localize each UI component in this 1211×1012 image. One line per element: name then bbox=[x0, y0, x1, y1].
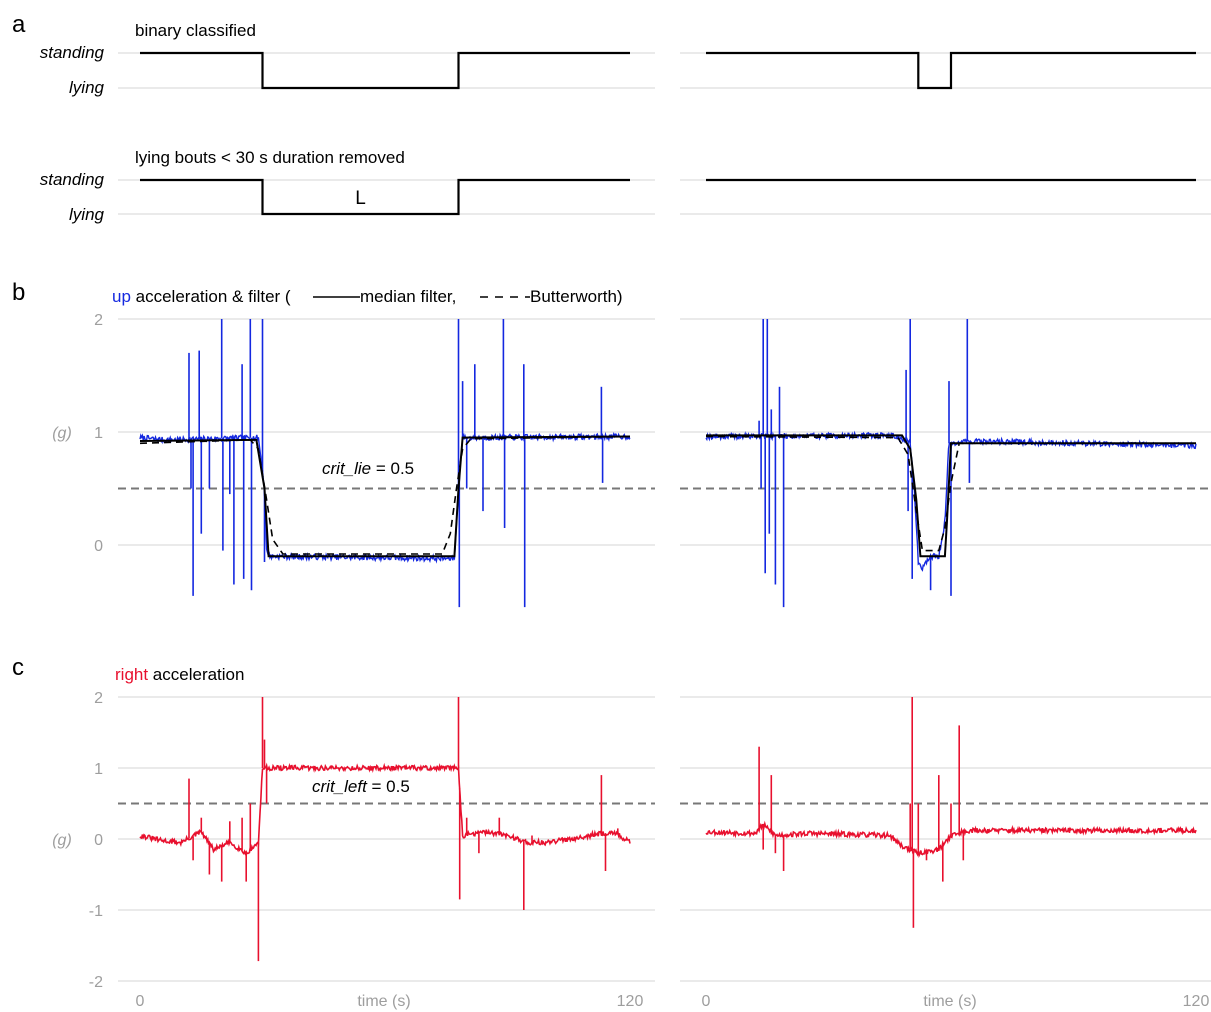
y-tick-label: -1 bbox=[89, 903, 103, 920]
panel-c-title: right acceleration bbox=[115, 665, 244, 684]
plot-layer: L 0 1 2 -2 -1 0 1 2 bbox=[89, 51, 1211, 991]
panel-a-title-binary: binary classified bbox=[135, 21, 256, 40]
y-tick-label: 2 bbox=[94, 312, 103, 329]
threshold-value-left: = 0.5 bbox=[367, 777, 410, 796]
state-label-standing-bottom: standing bbox=[40, 170, 105, 189]
y-tick-label: 0 bbox=[94, 538, 103, 555]
up-acceleration-spikes bbox=[758, 319, 971, 608]
x-tick-right-start: 0 bbox=[702, 993, 711, 1010]
median-filter-line bbox=[139, 435, 631, 558]
up-acceleration-spikes bbox=[188, 319, 604, 608]
panel-c-unit: (g) bbox=[52, 832, 72, 849]
state-label-standing-top: standing bbox=[40, 43, 105, 62]
chart-c-right bbox=[680, 696, 1211, 982]
panel-letter-b: b bbox=[12, 279, 25, 306]
classification-line bbox=[140, 51, 630, 90]
legend-butterworth-label: Butterworth) bbox=[530, 287, 623, 306]
legend-median-label: median filter, bbox=[360, 287, 456, 306]
classification-line bbox=[706, 51, 1196, 90]
median-filter-line bbox=[706, 434, 1196, 558]
y-tick-label: 1 bbox=[94, 761, 103, 778]
panel-b-title: up acceleration & filter ( bbox=[112, 287, 291, 306]
chart-a-right-top bbox=[680, 51, 1211, 90]
threshold-value-lie: = 0.5 bbox=[371, 459, 414, 478]
chart-a-right-bottom bbox=[680, 178, 1211, 215]
panel-b-title-rest: acceleration & filter ( bbox=[131, 287, 291, 306]
panel-a-title-removed: lying bouts < 30 s duration removed bbox=[135, 148, 405, 167]
state-label-lying-top: lying bbox=[69, 78, 105, 97]
chart-b-right bbox=[680, 318, 1211, 608]
x-tick-left-end: 120 bbox=[617, 993, 644, 1010]
chart-a-left-bottom: L bbox=[118, 178, 655, 216]
state-label-lying-bottom: lying bbox=[69, 205, 105, 224]
y-tick-label: 0 bbox=[94, 832, 103, 849]
y-tick-label: -2 bbox=[89, 974, 103, 991]
panel-c-title-right: right bbox=[115, 665, 148, 684]
panel-letter-a: a bbox=[12, 11, 26, 38]
x-tick-left-start: 0 bbox=[136, 993, 145, 1010]
chart-b-left: 0 1 2 bbox=[94, 312, 655, 608]
threshold-name-crit-lie: crit_lie bbox=[322, 459, 371, 478]
chart-a-left-top bbox=[118, 51, 655, 90]
butterworth-filter-line bbox=[705, 435, 1196, 552]
y-tick-label: 2 bbox=[94, 690, 103, 707]
panel-b-threshold-label: crit_lie = 0.5 bbox=[322, 459, 414, 478]
right-acceleration-spikes bbox=[758, 697, 965, 928]
right-acceleration-spikes bbox=[188, 697, 619, 962]
x-axis-label-right: time (s) bbox=[923, 993, 976, 1010]
right-acceleration-trace bbox=[705, 820, 1197, 858]
classification-line bbox=[140, 178, 630, 216]
threshold-name-crit-left: crit_left bbox=[312, 777, 368, 796]
butterworth-filter-line bbox=[139, 435, 631, 555]
up-acceleration-trace bbox=[139, 431, 631, 564]
y-tick-label: 1 bbox=[94, 425, 103, 442]
lying-bout-label: L bbox=[355, 188, 366, 209]
x-axis-label-left: time (s) bbox=[357, 993, 410, 1010]
panel-letter-c: c bbox=[12, 654, 24, 681]
x-tick-right-end: 120 bbox=[1183, 993, 1210, 1010]
panel-b-title-up: up bbox=[112, 287, 131, 306]
panel-c-title-rest: acceleration bbox=[148, 665, 244, 684]
panel-c-threshold-label: crit_left = 0.5 bbox=[312, 777, 410, 796]
chart-c-left: -2 -1 0 1 2 bbox=[89, 690, 655, 991]
panel-b-unit: (g) bbox=[52, 425, 72, 442]
